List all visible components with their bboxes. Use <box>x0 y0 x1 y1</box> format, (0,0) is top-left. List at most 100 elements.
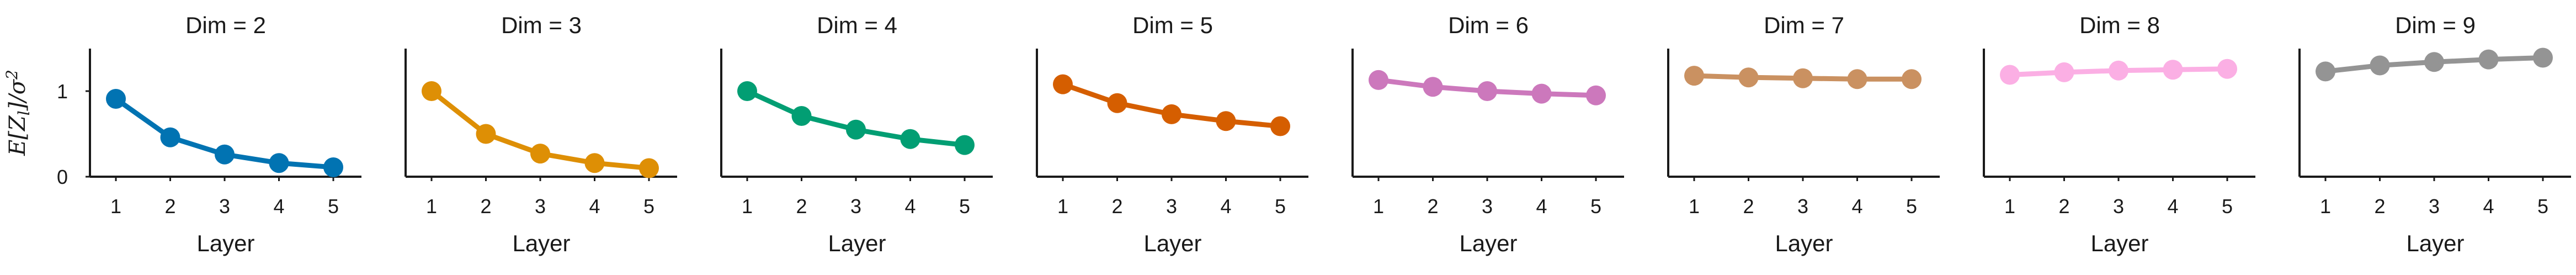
x-tick-label: 2 <box>480 195 491 218</box>
x-axis-label: Layer <box>2090 230 2148 256</box>
data-point <box>584 153 605 173</box>
chart-panel: Dim = 8 1 2 3 4 5 Layer <box>1983 12 2255 256</box>
x-tick-label: 4 <box>1536 195 1547 218</box>
data-point <box>2109 60 2128 81</box>
data-point <box>1053 74 1073 94</box>
data-point <box>2000 65 2020 85</box>
x-tick-label: 3 <box>219 195 230 218</box>
panel-title: Dim = 3 <box>501 12 582 38</box>
x-tick-label: 5 <box>643 195 654 218</box>
panel-title: Dim = 9 <box>2395 12 2476 38</box>
x-tick-label: 4 <box>2483 195 2494 218</box>
x-tick-label: 4 <box>589 195 600 218</box>
panel-title: Dim = 5 <box>1132 12 1213 38</box>
data-point <box>215 144 235 165</box>
x-tick-label: 2 <box>2058 195 2069 218</box>
x-tick-label: 1 <box>426 195 437 218</box>
data-point <box>791 105 812 126</box>
data-point <box>1216 111 1236 131</box>
chart-panel: Dim = 4 1 2 3 4 5 Layer <box>720 12 993 256</box>
panel-title: Dim = 6 <box>1448 12 1529 38</box>
x-tick-label: 3 <box>1482 195 1493 218</box>
data-point <box>2533 47 2553 68</box>
data-point <box>1738 67 1759 88</box>
data-point <box>737 81 757 101</box>
panel-title: Dim = 2 <box>185 12 266 38</box>
data-point <box>1477 81 1497 101</box>
chart-panel: Dim = 9 1 2 3 4 5 Layer <box>2298 12 2571 256</box>
data-point <box>1369 70 1388 90</box>
y-tick-label: 0 <box>57 166 68 188</box>
data-point <box>2163 60 2183 80</box>
x-tick-label: 3 <box>1797 195 1808 218</box>
chart-panel: Dim = 3 1 2 3 4 5 Layer <box>405 12 677 256</box>
x-axis-label: Layer <box>1143 230 1201 256</box>
x-tick-label: 2 <box>164 195 175 218</box>
x-tick-label: 1 <box>2004 195 2015 218</box>
data-point <box>1270 116 1290 136</box>
x-tick-label: 1 <box>742 195 753 218</box>
data-point <box>2424 52 2444 72</box>
data-point <box>269 153 289 173</box>
x-tick-label: 3 <box>1166 195 1177 218</box>
panel-title: Dim = 8 <box>2079 12 2160 38</box>
x-axis-label: Layer <box>196 230 254 256</box>
chart-panel: Dim = 5 1 2 3 4 5 Layer <box>1036 12 1308 256</box>
data-point <box>846 119 866 140</box>
x-tick-label: 5 <box>1275 195 1286 218</box>
y-tick-label: 1 <box>57 80 68 103</box>
x-tick-label: 3 <box>2429 195 2440 218</box>
x-tick-label: 1 <box>110 195 121 218</box>
chart-panel: Dim = 7 1 2 3 4 5 Layer <box>1667 12 1940 256</box>
x-tick-label: 5 <box>2537 195 2548 218</box>
x-tick-label: 5 <box>1906 195 1917 218</box>
panels: Dim = 2 1 2 3 4 5 Layer 0 1 E[Zl]/σ2 Dim = 3 1 2 3 4 5 L… <box>3 12 2571 256</box>
x-tick-label: 5 <box>1590 195 1601 218</box>
data-point <box>323 157 343 177</box>
x-tick-label: 4 <box>1220 195 1231 218</box>
data-point <box>1586 85 1606 105</box>
data-point <box>530 144 550 164</box>
x-tick-label: 1 <box>1373 195 1384 218</box>
x-tick-label: 4 <box>1851 195 1862 218</box>
panel-title: Dim = 7 <box>1764 12 1844 38</box>
x-tick-label: 1 <box>1689 195 1700 218</box>
x-axis-label: Layer <box>1775 230 1833 256</box>
x-tick-label: 3 <box>535 195 546 218</box>
data-point <box>2370 55 2390 76</box>
data-point <box>1162 104 1181 124</box>
data-point <box>422 81 441 101</box>
data-point <box>1847 69 1867 89</box>
data-point <box>1684 66 1704 86</box>
data-point <box>955 135 975 155</box>
data-point <box>1107 93 1127 113</box>
data-point <box>1902 69 1922 89</box>
x-tick-label: 3 <box>2113 195 2124 218</box>
x-axis-label: Layer <box>2406 230 2464 256</box>
data-point <box>2316 61 2335 82</box>
x-tick-label: 2 <box>2374 195 2385 218</box>
x-tick-label: 4 <box>904 195 916 218</box>
data-point <box>2478 49 2499 70</box>
x-axis-label: Layer <box>828 230 886 256</box>
x-axis-label: Layer <box>1459 230 1517 256</box>
data-point <box>900 129 920 149</box>
data-point <box>1423 77 1443 97</box>
x-tick-label: 4 <box>2167 195 2178 218</box>
x-tick-label: 5 <box>328 195 339 218</box>
chart-panel: Dim = 6 1 2 3 4 5 Layer <box>1351 12 1624 256</box>
x-tick-label: 4 <box>273 195 284 218</box>
data-point <box>106 88 126 109</box>
x-tick-label: 3 <box>850 195 861 218</box>
x-tick-label: 1 <box>2320 195 2331 218</box>
panel-title: Dim = 4 <box>817 12 897 38</box>
data-point <box>160 127 180 147</box>
data-point <box>639 158 659 178</box>
data-point <box>476 124 496 144</box>
x-tick-label: 5 <box>959 195 970 218</box>
x-tick-label: 2 <box>1743 195 1754 218</box>
x-tick-label: 2 <box>1111 195 1122 218</box>
chart-panel: Dim = 2 1 2 3 4 5 Layer 0 1 E[Zl]/σ2 <box>3 12 361 256</box>
data-point <box>1531 83 1552 104</box>
